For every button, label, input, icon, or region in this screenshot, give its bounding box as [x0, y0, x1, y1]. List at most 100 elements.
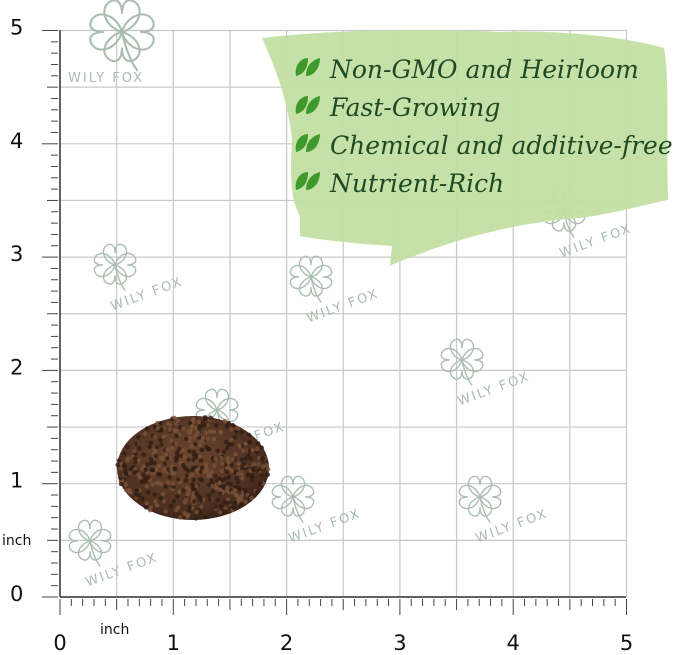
seed	[191, 416, 197, 421]
seed	[155, 421, 160, 426]
y-number: 3	[10, 242, 23, 266]
seed	[235, 479, 240, 485]
seed	[207, 429, 213, 434]
seed	[186, 457, 191, 463]
seed	[243, 456, 248, 461]
seed	[182, 454, 187, 459]
seed	[242, 461, 247, 467]
x-number: 1	[167, 631, 180, 655]
seed	[175, 494, 180, 499]
seed	[199, 504, 204, 509]
seed	[185, 492, 191, 497]
seed	[233, 451, 238, 457]
seed	[243, 499, 248, 505]
seed	[187, 508, 192, 514]
feature-list: Non-GMO and Heirloom Fast-Growing Chemical…	[295, 55, 673, 198]
seed	[181, 488, 186, 493]
feature-item: Nutrient-Rich	[295, 169, 504, 198]
seed	[185, 468, 191, 474]
seed	[162, 461, 168, 466]
seed	[118, 481, 124, 487]
seed	[156, 463, 162, 469]
seed	[194, 509, 200, 515]
seed	[161, 456, 166, 462]
seed	[224, 485, 230, 491]
seed	[210, 483, 215, 489]
seed	[207, 446, 212, 452]
seed	[220, 461, 225, 467]
seed	[224, 446, 230, 451]
seed	[213, 456, 218, 462]
seed	[154, 445, 159, 450]
seed	[258, 481, 263, 486]
y-number: 4	[10, 129, 23, 153]
seed	[148, 440, 154, 446]
seed	[239, 430, 244, 435]
seed	[218, 510, 223, 515]
seed	[220, 468, 225, 474]
seed	[198, 458, 204, 463]
seed	[177, 489, 182, 495]
seed	[203, 415, 208, 420]
seed	[223, 439, 229, 445]
seed	[171, 499, 177, 504]
seed	[144, 501, 149, 506]
seed	[192, 435, 197, 440]
seed	[182, 500, 188, 505]
seed	[160, 434, 166, 440]
seed	[165, 447, 170, 452]
seed	[202, 514, 208, 520]
seed	[195, 430, 201, 435]
seed	[190, 472, 195, 478]
seed	[191, 449, 197, 455]
seed	[260, 464, 266, 469]
seed	[116, 458, 122, 463]
seed	[154, 467, 159, 472]
seed	[225, 497, 231, 502]
seed	[187, 439, 193, 444]
seed	[245, 472, 250, 478]
feature-text: Fast-Growing	[329, 93, 500, 122]
seed	[124, 471, 129, 477]
seed	[171, 471, 176, 476]
seed	[217, 480, 222, 486]
seed	[206, 482, 212, 488]
seed	[214, 423, 219, 428]
seed	[230, 422, 236, 428]
watermark: WILY FOX	[271, 475, 363, 546]
seed	[209, 469, 214, 474]
seed	[230, 456, 235, 462]
seed	[165, 456, 170, 461]
seed	[153, 448, 158, 453]
seed	[169, 438, 174, 443]
seed	[158, 420, 163, 426]
seed	[133, 456, 138, 461]
seed	[239, 457, 245, 462]
seed	[150, 482, 155, 487]
seed	[193, 516, 199, 521]
seed	[172, 428, 178, 433]
seed	[197, 495, 203, 500]
seed	[259, 445, 264, 450]
seed	[127, 489, 132, 494]
seed	[234, 475, 239, 481]
seed	[161, 499, 167, 504]
y-number: 2	[10, 355, 23, 379]
seed	[213, 504, 218, 510]
seed	[186, 429, 191, 434]
seed	[229, 427, 234, 432]
seed	[222, 499, 228, 505]
seed	[242, 487, 247, 493]
seed	[148, 460, 154, 466]
seed	[149, 457, 154, 462]
seed	[154, 502, 160, 508]
seed	[200, 436, 206, 441]
leaf-icon	[295, 134, 320, 152]
seed	[226, 475, 232, 480]
seed	[140, 496, 145, 502]
seed	[255, 450, 260, 455]
seed	[158, 496, 163, 501]
seed	[190, 482, 195, 487]
seed	[180, 462, 186, 468]
